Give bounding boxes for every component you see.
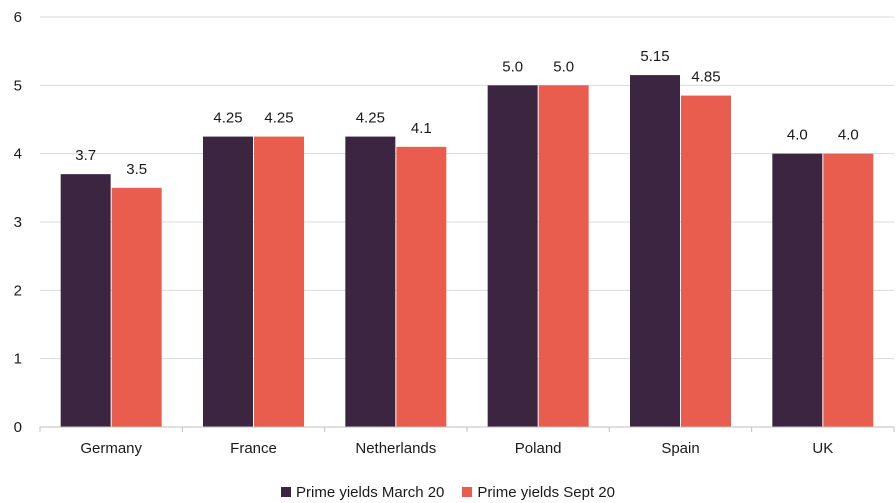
legend-item-march: Prime yields March 20 bbox=[281, 484, 444, 501]
x-tick-label-uk: UK bbox=[812, 440, 833, 457]
data-label-france-series-1: 4.25 bbox=[264, 110, 293, 127]
bar-poland-series-1 bbox=[538, 85, 589, 427]
bar-germany-series-0 bbox=[60, 174, 111, 427]
x-tick-label-poland: Poland bbox=[515, 440, 562, 457]
y-tick-label-6: 6 bbox=[14, 9, 22, 26]
bars bbox=[60, 75, 874, 428]
y-tick-label-0: 0 bbox=[14, 419, 22, 436]
x-tick-label-spain: Spain bbox=[661, 440, 699, 457]
legend-swatch-march bbox=[281, 487, 292, 497]
bar-france-series-1 bbox=[254, 136, 304, 428]
bar-poland-series-0 bbox=[487, 85, 538, 427]
y-tick-label-5: 5 bbox=[14, 77, 22, 94]
data-label-netherlands-series-0: 4.25 bbox=[356, 110, 385, 127]
data-label-netherlands-series-1: 4.1 bbox=[411, 120, 432, 137]
data-label-france-series-0: 4.25 bbox=[213, 110, 242, 127]
data-label-germany-series-0: 3.7 bbox=[75, 147, 96, 164]
legend-label-march: Prime yields March 20 bbox=[296, 483, 445, 501]
data-label-uk-series-1: 4.0 bbox=[838, 127, 859, 144]
y-tick-label-2: 2 bbox=[14, 282, 22, 299]
legend-item-sept: Prime yields Sept 20 bbox=[462, 484, 615, 501]
y-axis: 0 1 2 3 4 5 6 bbox=[14, 9, 22, 436]
data-label-spain-series-0: 5.15 bbox=[640, 48, 669, 65]
y-tick-label-4: 4 bbox=[14, 146, 22, 163]
data-label-poland-series-0: 5.0 bbox=[502, 58, 523, 75]
x-axis: Germany France Netherlands Poland Spain UK bbox=[39, 426, 895, 457]
bar-uk-series-0 bbox=[772, 153, 823, 427]
gridlines bbox=[40, 16, 894, 360]
data-labels: 3.7 3.5 4.25 4.25 4.25 4.1 5.0 5.0 5.15 4.85 4.0 4.… bbox=[75, 48, 859, 178]
y-tick-label-1: 1 bbox=[14, 351, 22, 368]
x-tick-label-netherlands: Netherlands bbox=[355, 440, 436, 457]
bar-germany-series-1 bbox=[111, 187, 162, 427]
bar-france-series-0 bbox=[203, 136, 253, 428]
x-tick-label-germany: Germany bbox=[80, 440, 142, 457]
data-label-poland-series-1: 5.0 bbox=[553, 58, 574, 75]
y-tick-label-3: 3 bbox=[14, 214, 22, 231]
legend-label-sept: Prime yields Sept 20 bbox=[477, 483, 615, 501]
bar-uk-series-1 bbox=[823, 153, 874, 427]
data-label-uk-series-0: 4.0 bbox=[787, 127, 808, 144]
bar-netherlands-series-1 bbox=[396, 146, 447, 428]
bar-spain-series-1 bbox=[681, 95, 731, 427]
legend: Prime yields March 20 Prime yields Sept … bbox=[0, 481, 896, 503]
bar-netherlands-series-0 bbox=[345, 136, 396, 428]
legend-swatch-sept bbox=[462, 487, 473, 497]
data-label-spain-series-1: 4.85 bbox=[691, 69, 720, 86]
bar-spain-series-0 bbox=[630, 75, 680, 427]
x-tick-label-france: France bbox=[230, 440, 277, 457]
data-label-germany-series-1: 3.5 bbox=[126, 161, 147, 178]
